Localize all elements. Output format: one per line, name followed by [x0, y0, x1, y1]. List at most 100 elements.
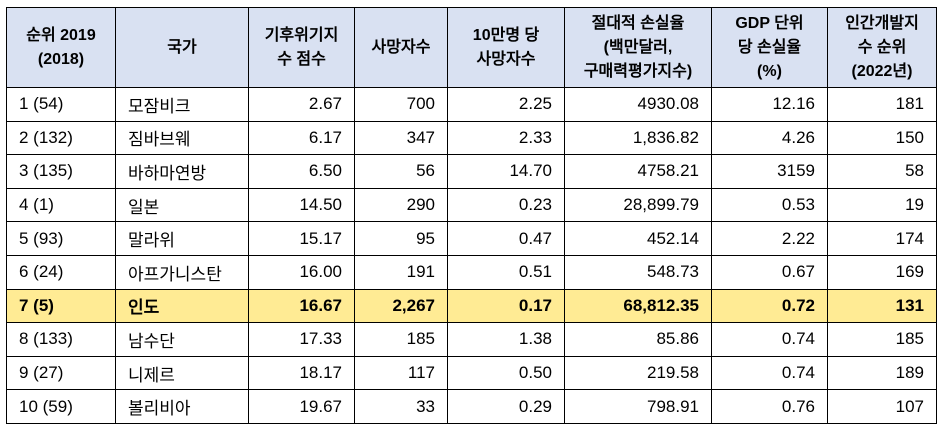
cell-deaths: 290	[354, 187, 448, 223]
cell-rank: 10 (59)	[6, 389, 116, 424]
cell-hdi-rank: 150	[827, 120, 937, 156]
cell-deaths-per-100k: 0.17	[447, 288, 565, 324]
cell-absolute-loss: 4758.21	[564, 154, 712, 189]
table-row: 10 (59) 볼리비아 19.67 33 0.29 798.91 0.76 107	[6, 389, 937, 424]
cell-absolute-loss: 452.14	[564, 221, 712, 256]
cell-cri-score: 19.67	[248, 389, 355, 424]
table-row: 8 (133) 남수단 17.33 185 1.38 85.86 0.74 185	[6, 322, 937, 357]
cell-rank: 3 (135)	[6, 154, 116, 189]
cell-deaths-per-100k: 0.29	[447, 389, 565, 424]
cell-absolute-loss: 1,836.82	[564, 120, 712, 156]
cell-absolute-loss: 798.91	[564, 389, 712, 424]
cell-hdi-rank: 131	[827, 288, 937, 324]
cell-deaths-per-100k: 0.23	[447, 187, 565, 223]
column-header-cri-score: 기후위기지 수 점수	[248, 7, 355, 88]
cell-country: 바하마연방	[115, 154, 249, 189]
cell-cri-score: 2.67	[248, 87, 355, 122]
cell-loss-per-gdp: 0.67	[711, 254, 828, 290]
cell-deaths: 95	[354, 221, 448, 256]
cell-country: 모잠비크	[115, 87, 249, 122]
cell-deaths: 33	[354, 389, 448, 424]
cell-deaths-per-100k: 1.38	[447, 322, 565, 357]
table-row: 6 (24) 아프가니스탄 16.00 191 0.51 548.73 0.67 169	[6, 254, 937, 290]
table-row-highlighted: 7 (5) 인도 16.67 2,267 0.17 68,812.35 0.72 131	[6, 288, 937, 324]
cell-deaths-per-100k: 0.51	[447, 254, 565, 290]
cell-deaths: 700	[354, 87, 448, 122]
column-header-deaths-per-100k: 10만명 당 사망자수	[447, 7, 565, 88]
cell-cri-score: 17.33	[248, 322, 355, 357]
table-row: 2 (132) 짐바브웨 6.17 347 2.33 1,836.82 4.26 150	[6, 120, 937, 156]
table-row: 9 (27) 니제르 18.17 117 0.50 219.58 0.74 189	[6, 355, 937, 391]
cell-country: 아프가니스탄	[115, 254, 249, 290]
cell-deaths-per-100k: 14.70	[447, 154, 565, 189]
cell-rank: 4 (1)	[6, 187, 116, 223]
cell-deaths: 117	[354, 355, 448, 391]
cell-deaths-per-100k: 0.50	[447, 355, 565, 391]
cell-deaths: 347	[354, 120, 448, 156]
cell-loss-per-gdp: 2.22	[711, 221, 828, 256]
cell-cri-score: 16.67	[248, 288, 355, 324]
cell-country: 짐바브웨	[115, 120, 249, 156]
cell-cri-score: 18.17	[248, 355, 355, 391]
cell-absolute-loss: 548.73	[564, 254, 712, 290]
cell-loss-per-gdp: 12.16	[711, 87, 828, 122]
climate-risk-index-table: 순위 2019 (2018) 국가 기후위기지 수 점수 사망자수 10만명 당…	[6, 7, 937, 424]
table-row: 4 (1) 일본 14.50 290 0.23 28,899.79 0.53 19	[6, 187, 937, 223]
cell-rank: 8 (133)	[6, 322, 116, 357]
cell-rank: 2 (132)	[6, 120, 116, 156]
cell-cri-score: 6.50	[248, 154, 355, 189]
cell-country: 볼리비아	[115, 389, 249, 424]
cell-country: 니제르	[115, 355, 249, 391]
cell-rank: 1 (54)	[6, 87, 116, 122]
cell-cri-score: 15.17	[248, 221, 355, 256]
cell-deaths-per-100k: 2.25	[447, 87, 565, 122]
cell-loss-per-gdp: 0.72	[711, 288, 828, 324]
cell-cri-score: 14.50	[248, 187, 355, 223]
cell-absolute-loss: 28,899.79	[564, 187, 712, 223]
cell-loss-per-gdp: 3159	[711, 154, 828, 189]
column-header-hdi-rank: 인간개발지 수 순위 (2022년)	[827, 7, 937, 88]
cell-country: 일본	[115, 187, 249, 223]
cell-rank: 7 (5)	[6, 288, 116, 324]
cell-loss-per-gdp: 0.76	[711, 389, 828, 424]
cell-deaths: 185	[354, 322, 448, 357]
cell-hdi-rank: 189	[827, 355, 937, 391]
cell-loss-per-gdp: 0.74	[711, 355, 828, 391]
column-header-absolute-loss: 절대적 손실율 (백만달러, 구매력평가지수)	[564, 7, 712, 88]
table-body: 1 (54) 모잠비크 2.67 700 2.25 4930.08 12.16 181 2 (1…	[6, 87, 937, 424]
table-header-row: 순위 2019 (2018) 국가 기후위기지 수 점수 사망자수 10만명 당…	[6, 7, 937, 88]
cell-absolute-loss: 4930.08	[564, 87, 712, 122]
cell-hdi-rank: 107	[827, 389, 937, 424]
cell-rank: 6 (24)	[6, 254, 116, 290]
cell-cri-score: 16.00	[248, 254, 355, 290]
cell-country: 인도	[115, 288, 249, 324]
table-row: 5 (93) 말라위 15.17 95 0.47 452.14 2.22 174	[6, 221, 937, 256]
column-header-loss-per-gdp: GDP 단위 당 손실율 (%)	[711, 7, 828, 88]
cell-absolute-loss: 219.58	[564, 355, 712, 391]
cell-loss-per-gdp: 4.26	[711, 120, 828, 156]
cell-deaths: 191	[354, 254, 448, 290]
cell-rank: 9 (27)	[6, 355, 116, 391]
cell-hdi-rank: 174	[827, 221, 937, 256]
cell-hdi-rank: 58	[827, 154, 937, 189]
cell-hdi-rank: 169	[827, 254, 937, 290]
cell-country: 남수단	[115, 322, 249, 357]
cell-deaths: 2,267	[354, 288, 448, 324]
cell-hdi-rank: 185	[827, 322, 937, 357]
table-row: 1 (54) 모잠비크 2.67 700 2.25 4930.08 12.16 181	[6, 87, 937, 122]
cell-loss-per-gdp: 0.53	[711, 187, 828, 223]
cell-deaths-per-100k: 2.33	[447, 120, 565, 156]
cell-deaths: 56	[354, 154, 448, 189]
cell-loss-per-gdp: 0.74	[711, 322, 828, 357]
column-header-country: 국가	[115, 7, 249, 88]
cell-hdi-rank: 19	[827, 187, 937, 223]
table-row: 3 (135) 바하마연방 6.50 56 14.70 4758.21 3159 58	[6, 154, 937, 189]
column-header-rank: 순위 2019 (2018)	[6, 7, 116, 88]
cell-hdi-rank: 181	[827, 87, 937, 122]
cell-cri-score: 6.17	[248, 120, 355, 156]
cell-country: 말라위	[115, 221, 249, 256]
cell-absolute-loss: 68,812.35	[564, 288, 712, 324]
column-header-deaths: 사망자수	[354, 7, 448, 88]
cell-deaths-per-100k: 0.47	[447, 221, 565, 256]
